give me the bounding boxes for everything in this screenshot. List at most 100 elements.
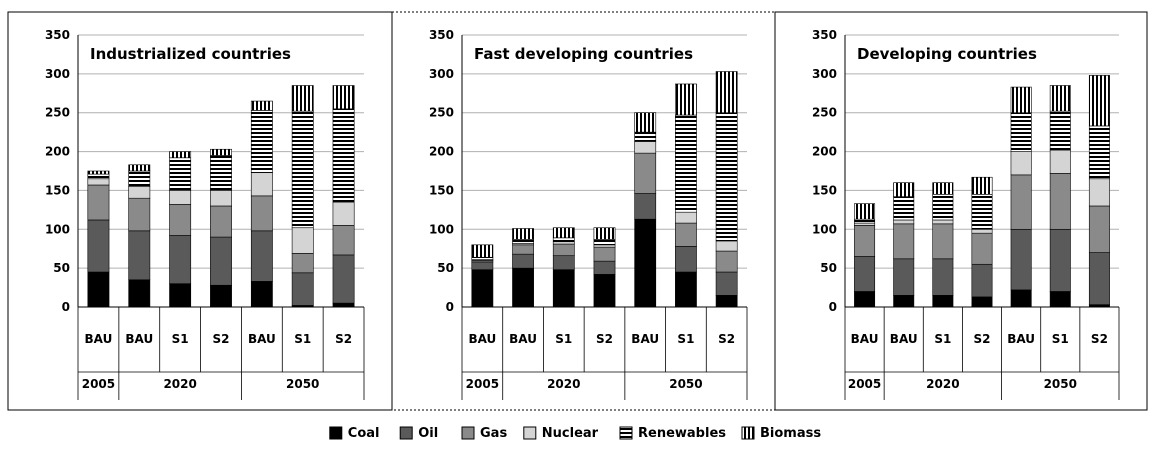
bar-segment-oil (675, 246, 697, 273)
y-tick-label: 100 (812, 222, 837, 236)
x-category-label: S1 (294, 332, 311, 346)
bar-segment-gas (593, 246, 616, 262)
y-tick-label: 50 (437, 261, 454, 275)
bar-segment-coal (971, 296, 993, 308)
x-category-label: S1 (555, 332, 572, 346)
bar-segment-coal (250, 281, 273, 308)
bar-segment-gas (169, 204, 192, 236)
bar-segment-oil (1088, 252, 1110, 305)
bar-segment-nuclear (675, 211, 697, 224)
x-category-label: BAU (631, 332, 659, 346)
bar-segment-oil (552, 255, 575, 270)
legend-swatch (461, 426, 475, 440)
bar-segment-biomass (893, 182, 915, 197)
legend-label: Renewables (638, 426, 726, 441)
x-category-label: S1 (934, 332, 951, 346)
legend-item-biomass: Biomass (741, 426, 821, 441)
bar-segment-coal (715, 295, 738, 308)
bar-segment-coal (128, 279, 151, 308)
y-tick-label: 200 (429, 145, 454, 159)
x-category-label: S2 (213, 332, 230, 346)
legend-swatch (399, 426, 413, 440)
panel-title: Fast developing countries (474, 45, 693, 63)
bar-segment-oil (250, 230, 273, 282)
x-category-label: BAU (1007, 332, 1035, 346)
panel-title: Developing countries (857, 45, 1037, 63)
legend-label: Nuclear (542, 426, 599, 441)
y-tick-label: 300 (812, 67, 837, 81)
legend: Coal Oil Gas Nuclear Renewables Biomass (329, 426, 821, 441)
bar-segment-nuclear (169, 190, 192, 205)
bar-segment-nuclear (332, 201, 355, 226)
bar-segment-biomass (634, 112, 657, 133)
x-category-label: BAU (851, 332, 879, 346)
y-tick-label: 0 (62, 300, 70, 314)
bar-segment-nuclear (250, 172, 273, 197)
y-tick-label: 100 (429, 222, 454, 236)
bar-segment-gas (291, 253, 314, 274)
panel-title: Industrialized countries (90, 45, 291, 63)
y-tick-label: 350 (45, 28, 70, 42)
bar-segment-coal (512, 267, 534, 308)
y-tick-label: 250 (429, 106, 454, 120)
bar-segment-oil (210, 236, 232, 286)
legend-label: Coal (348, 426, 380, 441)
bar-segment-biomass (1088, 75, 1110, 127)
bar-segment-biomass (210, 148, 232, 156)
x-year-label: 2005 (466, 377, 499, 391)
bar-segment-renewables (1049, 110, 1071, 151)
legend-item-renewables: Renewables (619, 426, 726, 441)
y-tick-label: 350 (429, 28, 454, 42)
chart-panel: 0 50 100 150 200 250 300 350 Fast developing cou… (391, 11, 776, 411)
bar-segment-gas (634, 152, 657, 194)
bar-segment-coal (893, 295, 915, 308)
bar-segment-coal (932, 295, 954, 308)
x-year-label: 2005 (82, 377, 115, 391)
bar-segment-biomass (1010, 86, 1032, 114)
y-tick-label: 0 (446, 300, 454, 314)
x-category-label: S2 (974, 332, 991, 346)
bar-segment-nuclear (210, 190, 232, 207)
bar-segment-oil (332, 254, 355, 304)
x-category-label: BAU (509, 332, 537, 346)
panels-layer: 0 50 100 150 200 250 300 350 Industrialized coun… (7, 11, 1148, 411)
bar-segment-renewables (1010, 112, 1032, 152)
x-category-label: S1 (1052, 332, 1069, 346)
bar-segment-coal (675, 271, 697, 308)
bar-segment-oil (1010, 228, 1032, 291)
bar-segment-gas (893, 223, 915, 260)
bar-segment-coal (332, 302, 355, 308)
legend-label: Gas (480, 426, 507, 441)
bar-segment-renewables (593, 239, 616, 246)
bar-segment-biomass (854, 203, 876, 220)
bar-segment-coal (854, 291, 876, 308)
bar-segment-renewables (332, 108, 355, 203)
bar-segment-renewables (169, 157, 192, 191)
bar-segment-nuclear (1010, 151, 1032, 176)
y-tick-label: 300 (45, 67, 70, 81)
legend-swatch (523, 426, 537, 440)
bar-segment-renewables (893, 196, 915, 221)
bar-segment-coal (471, 269, 494, 308)
chart-panel: 0 50 100 150 200 250 300 350 Developing countrie… (774, 11, 1148, 411)
bar-segment-renewables (715, 112, 738, 242)
bar-segment-gas (250, 195, 273, 232)
bar-segment-biomass (715, 71, 738, 114)
x-category-label: S2 (718, 332, 735, 346)
bar-segment-coal (1010, 289, 1032, 308)
bar-segment-oil (512, 253, 534, 269)
bar-segment-coal (87, 271, 110, 308)
bar-segment-nuclear (1088, 178, 1110, 207)
bar-segment-oil (932, 258, 954, 296)
bar-segment-biomass (1049, 85, 1071, 112)
bar-segment-renewables (932, 194, 954, 221)
x-category-label: S1 (677, 332, 694, 346)
x-year-label: 2050 (669, 377, 702, 391)
y-tick-label: 300 (429, 67, 454, 81)
bar-segment-renewables (552, 237, 575, 243)
bar-segment-biomass (971, 176, 993, 195)
bar-segment-coal (552, 269, 575, 308)
x-category-label: S2 (335, 332, 352, 346)
bar-segment-oil (291, 272, 314, 306)
